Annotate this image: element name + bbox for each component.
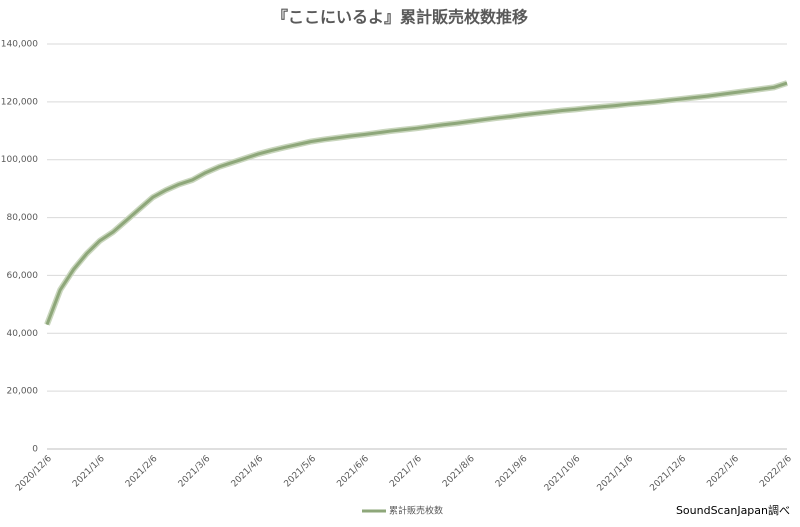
x-tick-label: 2021/2/6 xyxy=(124,454,160,490)
x-tick-label: 2021/6/6 xyxy=(335,454,371,490)
x-tick-label: 2020/12/6 xyxy=(14,454,54,494)
x-tick-label: 2021/9/6 xyxy=(494,454,530,490)
line-halo xyxy=(44,80,788,326)
series-line xyxy=(45,81,788,326)
legend-label: 累計販売枚数 xyxy=(389,505,443,517)
y-tick-label: 120,000 xyxy=(1,97,38,107)
y-tick-label: 20,000 xyxy=(7,387,39,397)
x-tick-label: 2022/1/6 xyxy=(705,454,741,490)
x-tick-label: 2021/5/6 xyxy=(283,454,319,490)
y-tick-label: 60,000 xyxy=(7,271,39,281)
x-tick-label: 2021/11/6 xyxy=(596,454,636,494)
x-tick-label: 2021/4/6 xyxy=(230,454,266,490)
x-tick-label: 2021/1/6 xyxy=(71,454,107,490)
y-tick-label: 80,000 xyxy=(7,213,39,223)
y-tick-label: 40,000 xyxy=(7,329,39,339)
x-tick-label: 2021/8/6 xyxy=(441,454,477,490)
x-tick-label: 2021/7/6 xyxy=(388,454,424,490)
x-tick-label: 2022/2/6 xyxy=(758,454,794,490)
y-tick-label: 140,000 xyxy=(1,40,38,50)
chart-title: 『ここにいるよ』累計販売枚数推移 xyxy=(272,8,528,27)
x-tick-label: 2021/10/6 xyxy=(543,454,583,494)
y-tick-label: 0 xyxy=(32,445,38,455)
y-tick-label: 100,000 xyxy=(1,155,38,165)
x-tick-label: 2021/12/6 xyxy=(648,454,688,494)
x-tick-label: 2021/3/6 xyxy=(177,454,213,490)
source-note: SoundScanJapan調べ xyxy=(676,503,790,517)
